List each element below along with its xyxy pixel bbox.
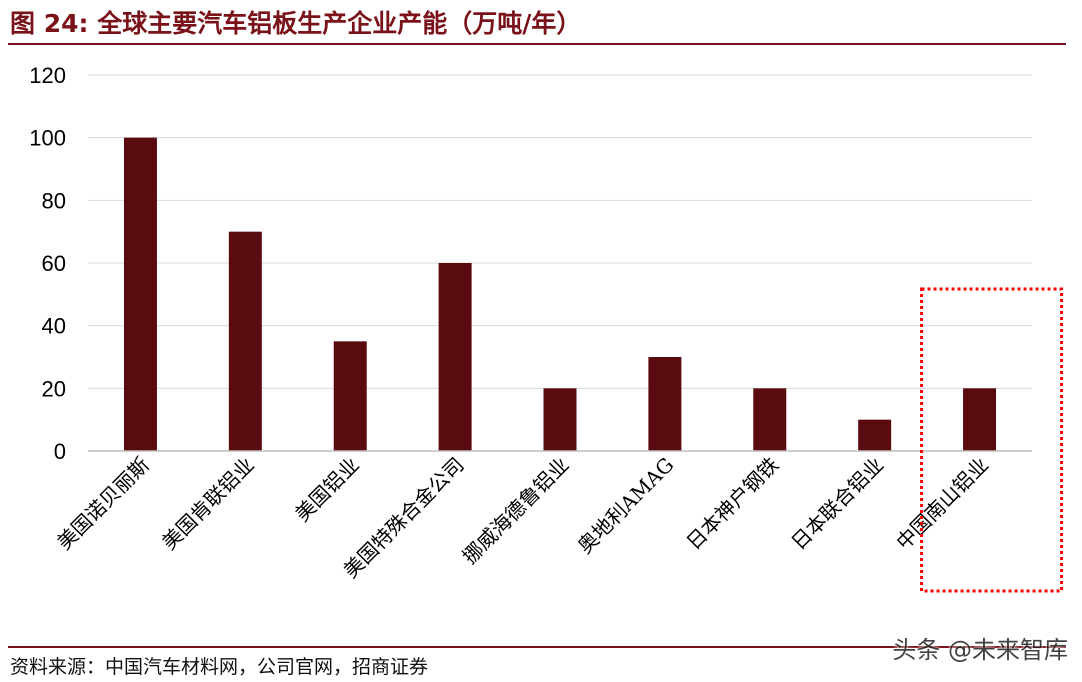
title-rule bbox=[8, 43, 1066, 45]
y-tick-label: 0 bbox=[54, 439, 66, 464]
highlight-layer bbox=[920, 287, 1064, 593]
x-tick-label: 日本联合铝业 bbox=[786, 453, 888, 555]
y-tick-label: 100 bbox=[29, 126, 66, 151]
y-axis-ticks: 0 20 40 60 80 100 120 bbox=[29, 63, 66, 464]
bar bbox=[438, 263, 472, 451]
source-rule bbox=[8, 646, 1066, 648]
bar bbox=[858, 419, 892, 451]
x-tick-label: 挪威海德鲁铝业 bbox=[458, 453, 574, 569]
x-tick-label: 美国诺贝丽斯 bbox=[52, 453, 154, 555]
bars bbox=[123, 137, 997, 451]
x-tick-label: 中国南山铝业 bbox=[891, 453, 993, 555]
bar bbox=[543, 388, 577, 451]
y-tick-label: 120 bbox=[29, 63, 66, 88]
highlight-box bbox=[920, 287, 1064, 593]
x-tick-label: 美国铝业 bbox=[290, 453, 364, 527]
bar bbox=[648, 357, 682, 451]
x-tick-label: 日本神户钢铁 bbox=[681, 453, 783, 555]
bar bbox=[753, 388, 787, 451]
y-tick-label: 40 bbox=[42, 314, 66, 339]
x-tick-label: 美国肯联铝业 bbox=[157, 453, 259, 555]
y-tick-label: 20 bbox=[42, 376, 66, 401]
watermark: 头条 @未来智库 bbox=[892, 636, 1068, 664]
source-note: 资料来源：中国汽车材料网，公司官网，招商证券 bbox=[10, 656, 429, 678]
y-tick-label: 80 bbox=[42, 188, 66, 213]
x-tick-label: 奥地利AMAG bbox=[573, 453, 679, 559]
bar bbox=[333, 341, 367, 451]
y-tick-label: 60 bbox=[42, 251, 66, 276]
figure-title: 图 24: 全球主要汽车铝板生产企业产能（万吨/年） bbox=[10, 9, 582, 38]
bar bbox=[123, 137, 157, 451]
bar bbox=[228, 231, 262, 451]
bar bbox=[963, 388, 997, 451]
